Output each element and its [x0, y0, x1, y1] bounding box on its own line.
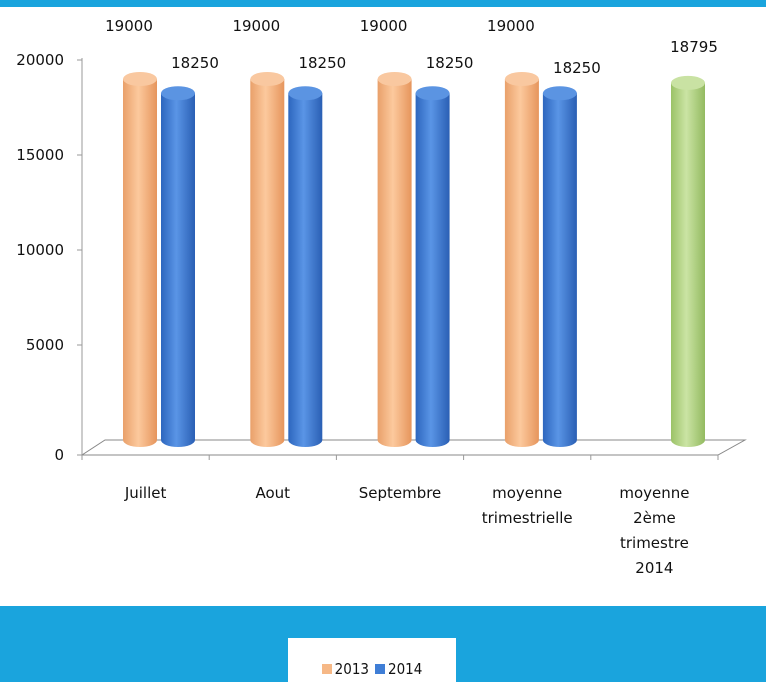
bar-2013-0-base — [123, 433, 157, 447]
x-tick-label: moyenne — [619, 484, 689, 502]
legend: 2013 2014 — [288, 638, 456, 682]
bar-2014-1-base — [288, 433, 323, 447]
legend-item-2014: 2014 — [375, 660, 422, 678]
bar-2014-avg — [671, 75, 705, 447]
bar-2014-0-base — [161, 433, 195, 447]
legend-item-2013: 2013 — [321, 660, 369, 678]
bar-2013-3-cap — [504, 72, 539, 86]
legend-band: 2013 2014 — [0, 606, 766, 682]
data-label-2013: 19000 — [105, 17, 153, 35]
data-label-2014-avg: 18795 — [670, 38, 718, 56]
x-tick-label: Aout — [256, 484, 291, 502]
bar-2013-1-body — [250, 79, 285, 440]
bar-2014-0-cap — [161, 86, 195, 101]
y-tick-label: 10000 — [16, 241, 64, 259]
data-label-2014: 18250 — [171, 54, 219, 72]
x-tick-label: 2014 — [635, 559, 673, 577]
y-tick-label: 15000 — [16, 146, 64, 164]
bar-2013-2 — [377, 72, 412, 447]
bar-2014-1-cap — [288, 86, 323, 101]
bar-2013-0 — [123, 72, 157, 447]
x-tick-label: moyenne — [492, 484, 562, 502]
x-tick-label: trimestre — [620, 534, 689, 552]
x-tick-label: Juillet — [124, 484, 167, 502]
bar-2013-2-base — [377, 433, 412, 447]
bar-2014-3 — [542, 86, 577, 447]
legend-swatch-2013 — [321, 664, 332, 674]
bar-2014-avg-body — [671, 82, 705, 441]
bar-2014-3-base — [542, 433, 577, 447]
y-tick-label: 5000 — [26, 336, 64, 354]
bar-2013-0-cap — [123, 72, 157, 86]
x-tick-label: Septembre — [359, 484, 442, 502]
x-tick-label: trimestrielle — [482, 509, 573, 527]
data-label-2013: 19000 — [360, 17, 408, 35]
data-label-2013: 19000 — [487, 17, 535, 35]
data-label-2013: 19000 — [232, 17, 280, 35]
bar-2014-0-body — [161, 93, 195, 440]
legend-swatch-2014 — [375, 664, 385, 674]
bar-2013-1 — [250, 72, 285, 447]
bar-2013-3 — [504, 72, 539, 447]
y-tick-label: 0 — [54, 446, 64, 464]
bar-2013-1-cap — [250, 72, 285, 86]
legend-label-2013: 2013 — [334, 660, 369, 678]
chart-area: 0 5000 10000 15000 20000 Juillet Aout Septembr… — [0, 7, 766, 606]
bar-2014-2-cap — [415, 86, 450, 101]
bar-2014-1-body — [288, 93, 323, 440]
data-label-2014: 18250 — [298, 54, 346, 72]
top-frame-strip — [0, 0, 766, 7]
data-label-2014: 18250 — [553, 59, 601, 77]
x-tick-label: 2ème — [633, 509, 676, 527]
bar-2013-3-body — [504, 79, 539, 440]
bar-2014-avg-base — [671, 433, 705, 447]
bar-2014-0 — [161, 86, 195, 447]
bar-2013-1-base — [250, 433, 285, 447]
bar-chart: 0 5000 10000 15000 20000 Juillet Aout Septembr… — [16, 17, 747, 577]
bar-2013-0-body — [123, 79, 157, 440]
bar-2014-3-cap — [542, 86, 577, 101]
bar-2014-2-base — [415, 433, 450, 447]
bar-2014-2-body — [415, 93, 450, 440]
bar-2013-2-body — [377, 79, 412, 440]
bar-2013-2-cap — [377, 72, 412, 86]
bar-2013-3-base — [504, 433, 539, 447]
bar-2014-1 — [288, 86, 323, 447]
bar-2014-2 — [415, 86, 450, 447]
bar-2014-avg-cap — [671, 75, 705, 90]
y-tick-label: 20000 — [16, 51, 64, 69]
legend-label-2014: 2014 — [388, 660, 423, 678]
data-label-2014: 18250 — [426, 54, 474, 72]
bar-2014-3-body — [542, 93, 577, 440]
